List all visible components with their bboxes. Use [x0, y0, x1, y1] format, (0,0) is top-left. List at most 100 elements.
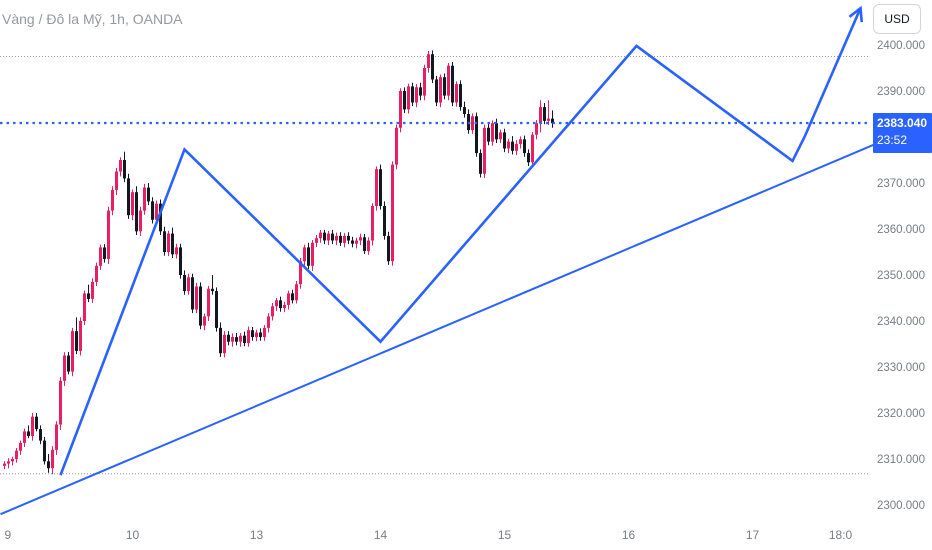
candle-body: [435, 79, 438, 103]
candle: [527, 149, 530, 166]
candle: [163, 226, 166, 256]
candle-body: [3, 463, 6, 466]
price-axis[interactable]: 2300.000 2310.000 2320.000 2330.000 2340.000…: [873, 40, 932, 512]
candle-body: [503, 132, 506, 149]
candle-body: [547, 118, 550, 121]
candle: [359, 233, 362, 246]
candle-body: [231, 337, 234, 342]
candle-body: [31, 416, 34, 436]
candle-body: [531, 134, 534, 163]
candle: [383, 201, 386, 240]
candle: [535, 119, 538, 140]
candle: [39, 425, 42, 445]
pattern-zigzag[interactable]: [59, 44, 806, 476]
candle: [231, 333, 234, 347]
candle-body: [551, 118, 554, 124]
candle: [291, 289, 294, 304]
candle: [107, 206, 110, 264]
candle: [27, 425, 30, 439]
candle: [403, 87, 406, 114]
candle-body: [179, 247, 182, 275]
candle: [363, 234, 366, 254]
projection-arrow-head[interactable]: [848, 5, 864, 23]
candle: [419, 82, 422, 101]
candle-body: [171, 233, 174, 255]
candle: [519, 136, 522, 149]
candle-body: [79, 321, 82, 351]
symbol-title: Vàng / Đô la Mỹ, 1h, OANDA: [2, 11, 183, 27]
candle: [543, 102, 546, 125]
bar-countdown: 23:52: [877, 133, 907, 147]
candle-body: [7, 461, 10, 464]
candle-body: [243, 335, 246, 344]
candle-body: [151, 201, 154, 220]
candle: [179, 243, 182, 279]
candle-body: [351, 240, 354, 244]
candle: [103, 244, 106, 263]
candle-body: [519, 139, 522, 144]
candle-body: [163, 231, 166, 252]
candle-body: [103, 247, 106, 259]
projection-arrow-line[interactable]: [803, 7, 862, 138]
candle-body: [411, 86, 414, 103]
candle-body: [439, 77, 442, 103]
candle-body: [347, 235, 350, 241]
candle: [515, 140, 518, 155]
currency-button[interactable]: USD: [873, 4, 921, 34]
candle-body: [59, 380, 62, 425]
candle-body: [447, 65, 450, 96]
candle-body: [27, 431, 30, 436]
candle: [459, 80, 462, 111]
candle-body: [407, 86, 410, 110]
candle-body: [475, 116, 478, 154]
candle: [275, 298, 278, 311]
candle-body: [119, 160, 122, 172]
drawings[interactable]: [0, 5, 885, 516]
candle-body: [339, 235, 342, 243]
candle: [347, 232, 350, 245]
candle-body: [459, 84, 462, 108]
candle-body: [479, 153, 482, 174]
candle-body: [291, 293, 294, 301]
current-price-value: 2383.040: [877, 116, 927, 130]
candle: [323, 229, 326, 245]
candle: [203, 313, 206, 331]
candle-body: [315, 238, 318, 243]
candle-body: [239, 335, 242, 342]
support-trendline[interactable]: [0, 139, 885, 516]
candle-body: [219, 327, 222, 354]
candle-body: [275, 300, 278, 307]
time-axis[interactable]: 9 10 13 14 15 16 17 18:0: [5, 528, 853, 542]
candle: [471, 113, 474, 134]
candle: [175, 243, 178, 259]
candle: [127, 173, 130, 219]
candle-body: [307, 247, 310, 266]
candle-body: [287, 293, 290, 305]
candle-body: [75, 331, 78, 351]
candle: [83, 290, 86, 326]
candle: [191, 273, 194, 314]
candle-body: [155, 203, 158, 220]
candle: [239, 332, 242, 347]
candle: [51, 446, 54, 475]
candle-body: [283, 304, 286, 309]
candle: [19, 440, 22, 455]
candle: [483, 124, 486, 178]
candle-body: [363, 237, 366, 252]
x-tick-label: 16: [622, 528, 636, 542]
candle-body: [99, 247, 102, 266]
candle-body: [491, 123, 494, 142]
candle-body: [43, 440, 46, 462]
candle-body: [419, 87, 422, 96]
candle-body: [263, 327, 266, 338]
candle: [355, 237, 358, 249]
candle: [551, 110, 554, 128]
candle: [431, 50, 434, 84]
y-tick-label: 2330.000: [877, 362, 925, 374]
candles: [3, 50, 554, 475]
candle: [183, 270, 186, 295]
candle-body: [23, 431, 26, 443]
y-tick-label: 2340.000: [877, 316, 925, 328]
